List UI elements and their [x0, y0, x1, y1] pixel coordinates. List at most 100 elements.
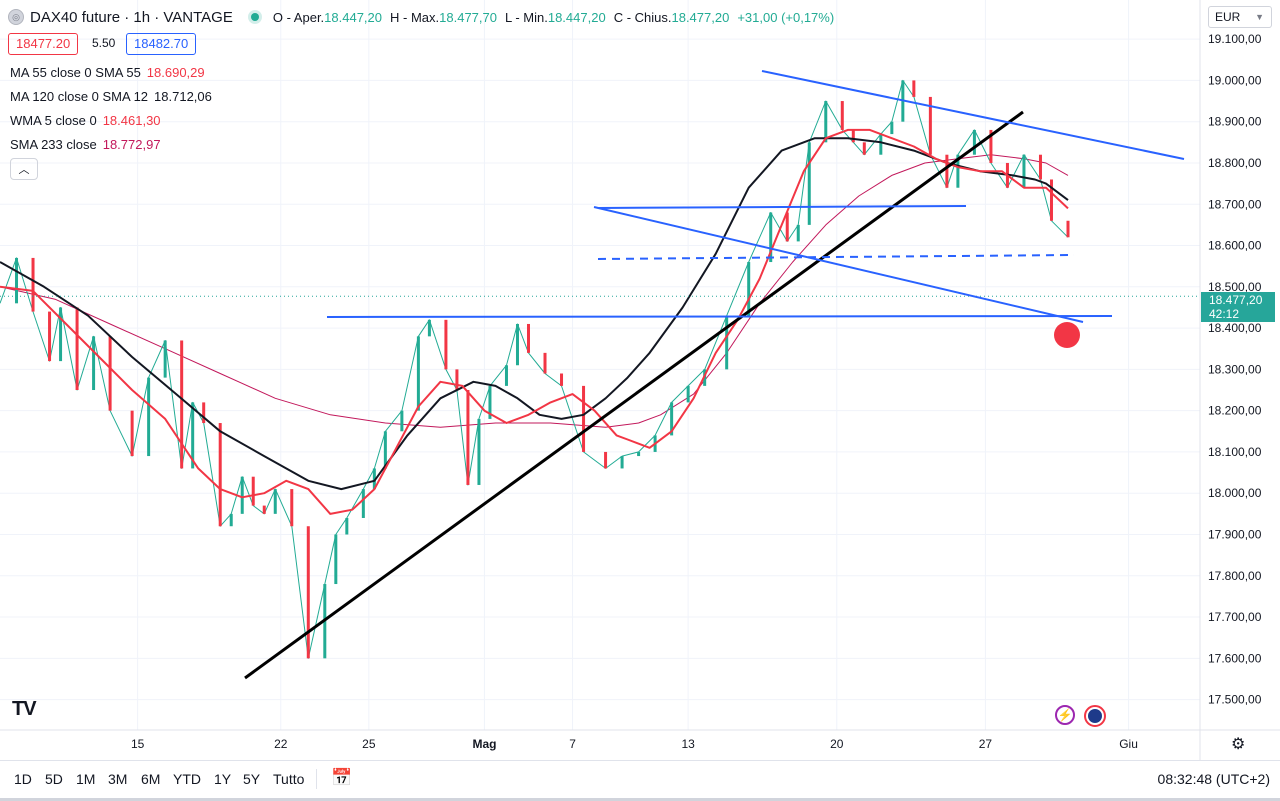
y-tick-label: 17.500,00 [1208, 693, 1262, 707]
timeframe-1y-button[interactable]: 1Y [214, 771, 232, 787]
open-value: 18.447,20 [324, 9, 383, 25]
candle-body [466, 390, 470, 485]
y-tick-label: 19.100,00 [1208, 32, 1262, 46]
indicator-legend-ma55[interactable]: MA 55 close 0 SMA 55 18.690,29 [10, 65, 205, 80]
moving-average-line [0, 128, 1069, 515]
candle-body [108, 336, 112, 411]
candle-body [455, 369, 459, 391]
candle-body [1049, 179, 1053, 221]
indicator-legend-wma5[interactable]: WMA 5 close 0 18.461,30 [10, 113, 161, 128]
timeframe-5d-button[interactable]: 5D [45, 771, 63, 787]
y-tick-label: 18.200,00 [1208, 404, 1262, 418]
candle-body [879, 134, 883, 155]
low-label: L - Min. [504, 9, 548, 25]
moving-average-line [0, 137, 1069, 491]
currency-value: EUR [1215, 10, 1241, 24]
lightning-event-icon[interactable]: ⚡ [1055, 705, 1075, 725]
candle-body [488, 385, 492, 419]
timeframe-3m-button[interactable]: 3M [108, 771, 128, 787]
timeframe-1m-button[interactable]: 1M [76, 771, 96, 787]
y-tick-label: 18.500,00 [1208, 280, 1262, 294]
horizontal-line-resistance[interactable] [597, 205, 967, 209]
candle-body [504, 365, 508, 386]
candle-body [945, 154, 949, 188]
trendline-channel-top[interactable] [761, 70, 1185, 160]
x-tick-label: 7 [569, 737, 576, 751]
y-tick-label: 19.000,00 [1208, 73, 1262, 87]
y-tick-label: 18.300,00 [1208, 362, 1262, 376]
candle-body [807, 142, 811, 225]
gear-icon[interactable]: ⚙ [1231, 736, 1246, 753]
candle-body [273, 489, 277, 514]
timeframe-ytd-button[interactable]: YTD [173, 771, 201, 787]
timeframe-5y-button[interactable]: 5Y [243, 771, 261, 787]
buy-button[interactable]: 18482.70 [126, 33, 197, 55]
currency-select[interactable]: EUR ▼ [1208, 6, 1272, 28]
candle-body [769, 212, 773, 263]
indicator-legend-sma233[interactable]: SMA 233 close 18.772,97 [10, 137, 161, 152]
candle-body [725, 315, 729, 370]
x-tick-label: 22 [274, 737, 288, 751]
y-tick-label: 18.800,00 [1208, 156, 1262, 170]
chevron-down-icon: ▼ [1255, 12, 1264, 22]
y-tick-label: 18.100,00 [1208, 445, 1262, 459]
last-price: 18.477,20 [1209, 293, 1263, 307]
chart-header: ◎ DAX40 future · 1h · VANTAGE O - Aper. … [8, 8, 842, 26]
x-tick-label: 20 [830, 737, 844, 751]
y-tick-label: 18.900,00 [1208, 115, 1262, 129]
candle-body [202, 402, 206, 424]
candle-body [972, 129, 976, 155]
candle-body [383, 431, 387, 469]
y-tick-label: 18.600,00 [1208, 239, 1262, 253]
clock-readout[interactable]: 08:32:48 (UTC+2) [1157, 771, 1270, 787]
low-value: 18.447,20 [547, 9, 606, 25]
change-value: +31,00 (+0,17%) [737, 9, 835, 25]
x-tick-label: 13 [681, 737, 695, 751]
timeframe-1d-button[interactable]: 1D [14, 771, 32, 787]
target-marker-dot[interactable] [1054, 322, 1080, 348]
candle-body [345, 517, 349, 535]
candle-body [785, 212, 789, 242]
x-tick-label: 27 [979, 737, 993, 751]
trendline-support[interactable] [244, 110, 1024, 680]
candle-body [444, 319, 448, 370]
price-axis-panel[interactable] [1200, 0, 1280, 760]
tradingview-logo-icon[interactable]: TV [12, 698, 37, 720]
x-tick-label: Giu [1119, 737, 1138, 751]
candle-body [670, 402, 674, 436]
candle-body [862, 142, 866, 155]
horizontal-line-support[interactable] [326, 315, 1113, 318]
indicator-legend-ma120[interactable]: MA 120 close 0 SMA 12 18.712,06 [10, 89, 212, 104]
candle-body [956, 154, 960, 188]
candle-body [306, 526, 310, 659]
indicator-value: 18.461,30 [102, 113, 161, 128]
timeframe-all-button[interactable]: Tutto [273, 771, 305, 787]
candle-body [824, 101, 828, 143]
y-tick-label: 17.600,00 [1208, 651, 1262, 665]
eu-flag-event-icon[interactable] [1084, 705, 1106, 727]
candle-body [582, 385, 586, 452]
open-label: O - Aper. [272, 9, 325, 25]
trendline-channel-bottom[interactable] [593, 206, 1084, 323]
candle-body [180, 340, 184, 469]
timeframe-6m-button[interactable]: 6M [141, 771, 161, 787]
indicator-value: 18.712,06 [154, 89, 212, 104]
candle-body [526, 323, 530, 353]
y-tick-label: 17.800,00 [1208, 569, 1262, 583]
calendar-goto-icon[interactable]: 📅 [331, 768, 353, 787]
horizontal-line-dashed[interactable] [597, 254, 1075, 260]
collapse-legend-button[interactable]: ︿ [10, 158, 38, 180]
candle-body [604, 451, 608, 469]
candle-body [163, 340, 167, 378]
candle-body [427, 319, 431, 337]
indicator-value: 18.690,29 [146, 65, 205, 80]
candle-body [912, 80, 916, 97]
candle-body [840, 101, 844, 130]
sell-button[interactable]: 18477.20 [8, 33, 79, 55]
candle-body [989, 129, 993, 163]
symbol-title[interactable]: DAX40 future · 1h · VANTAGE [30, 8, 233, 26]
high-value: 18.477,70 [439, 9, 497, 25]
candle-body [334, 534, 338, 585]
chevron-up-icon: ︿ [18, 164, 30, 176]
